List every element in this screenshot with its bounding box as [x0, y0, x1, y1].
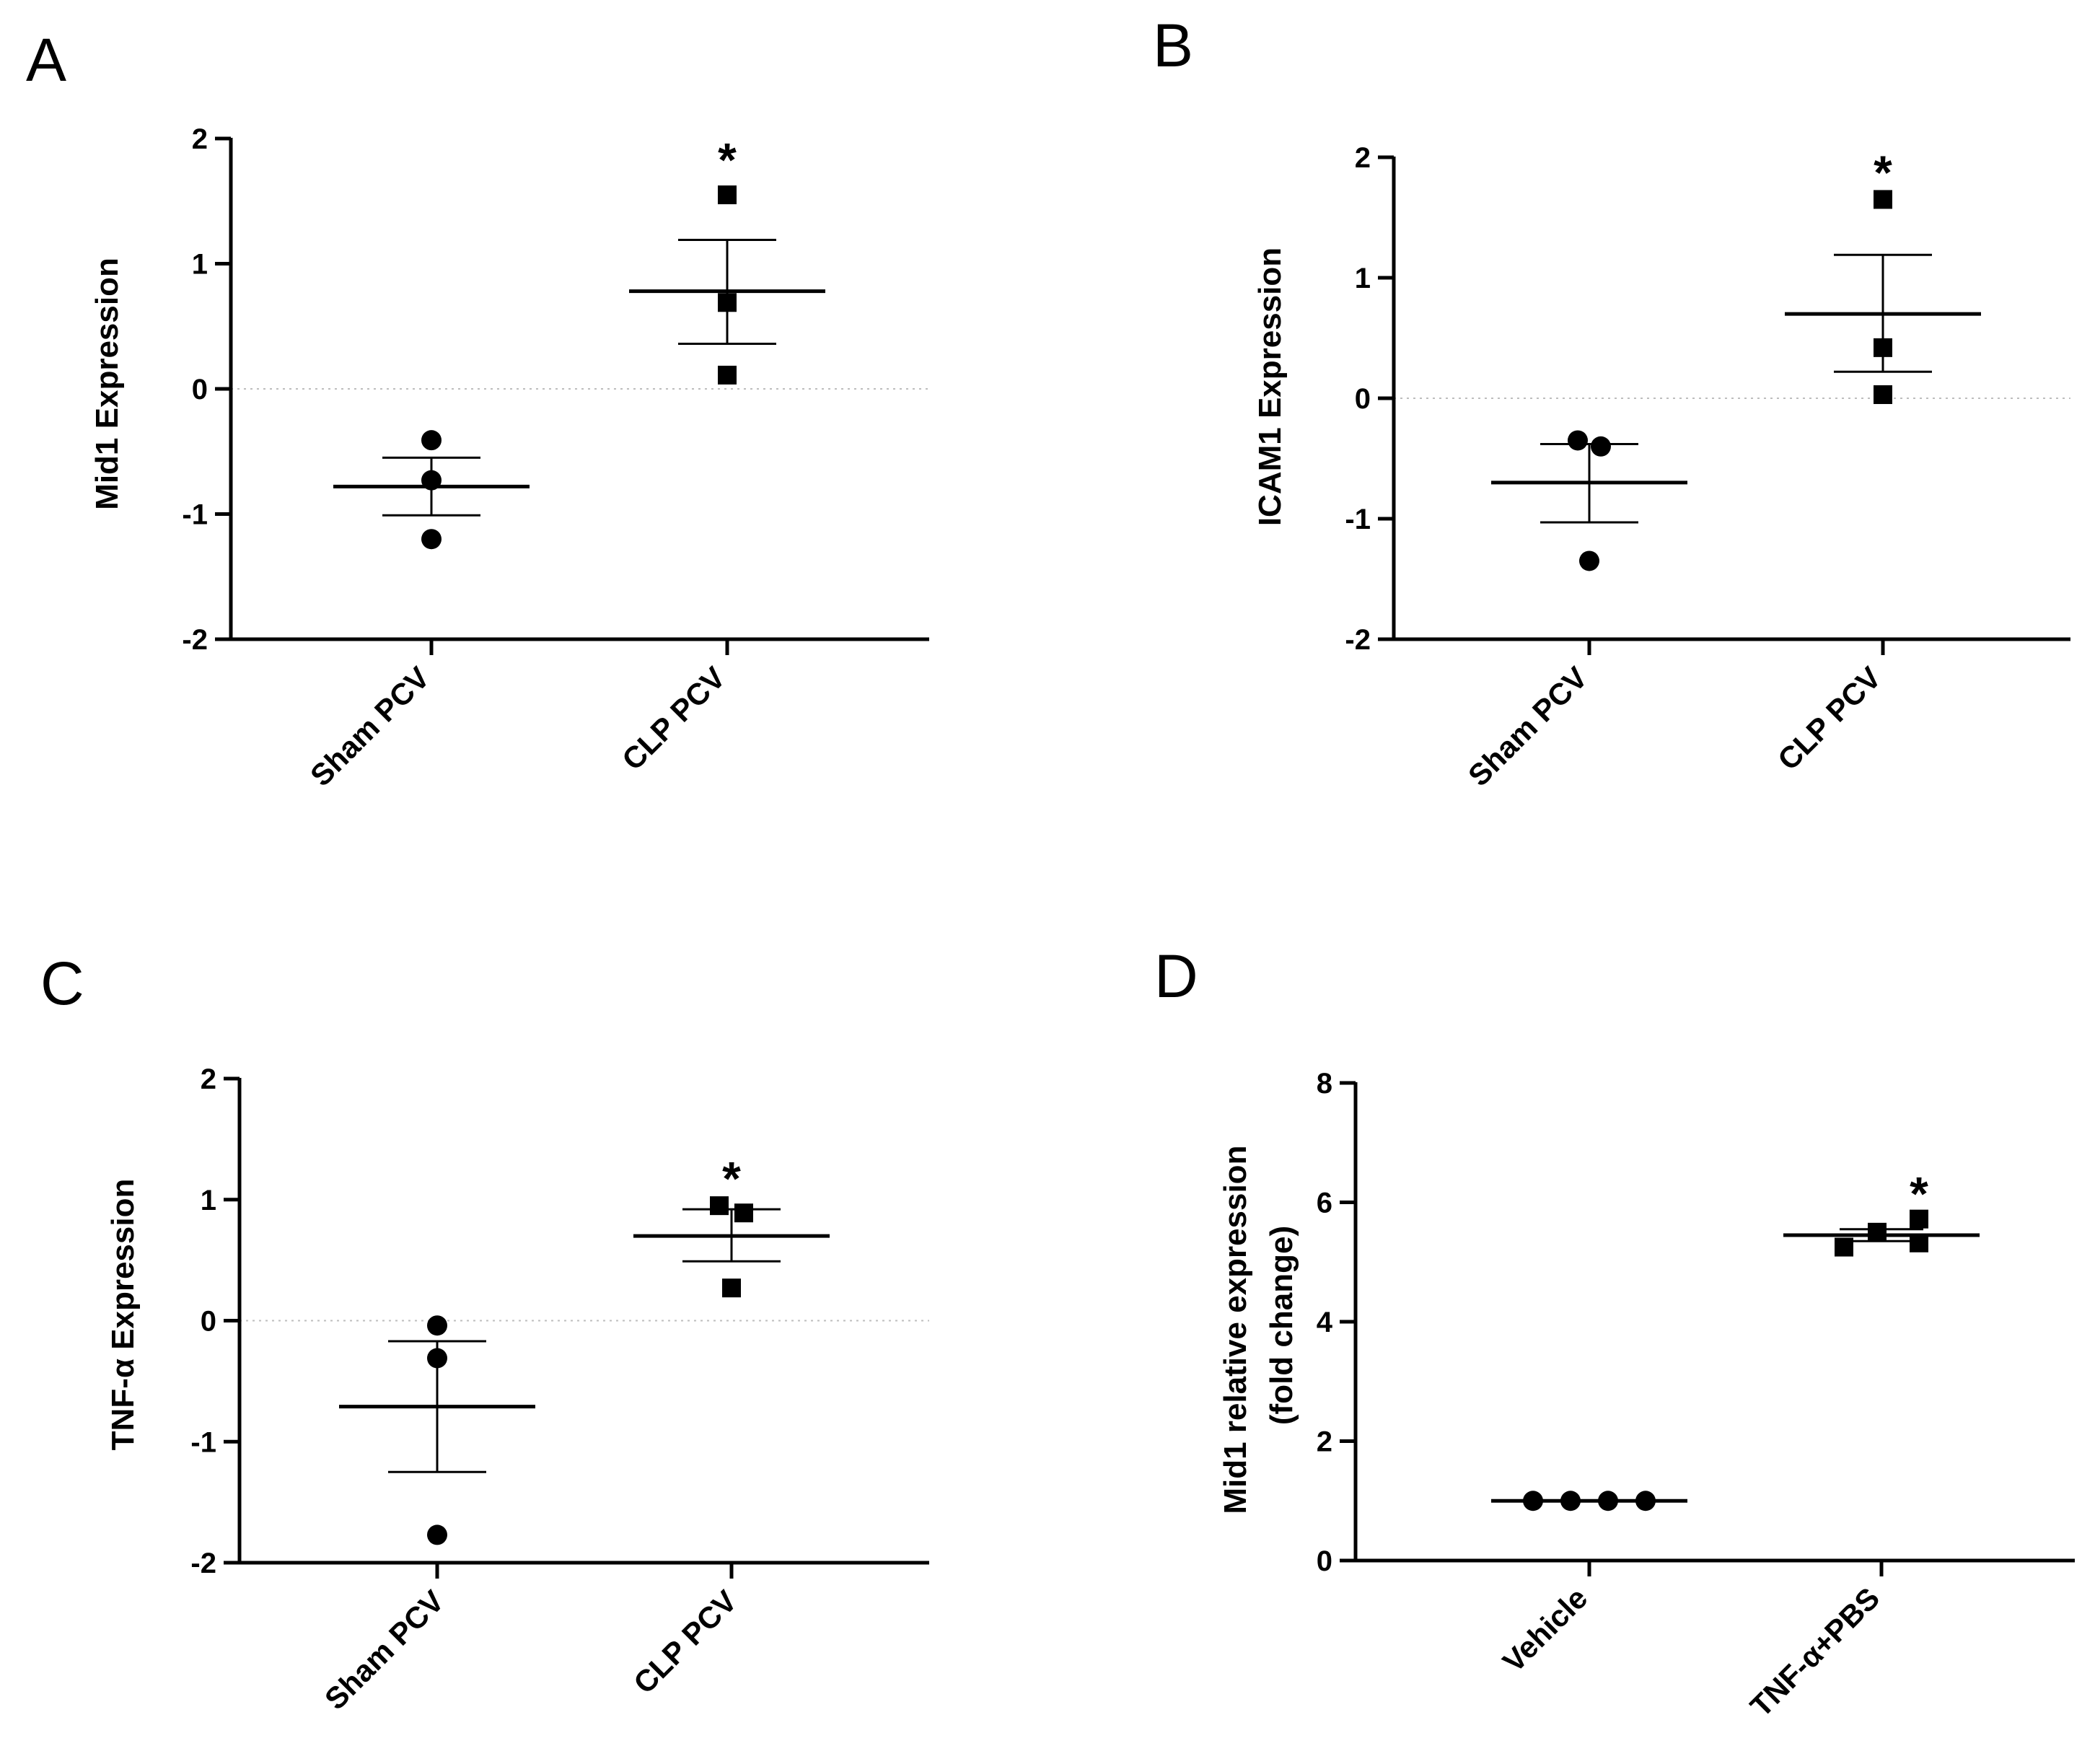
panel-b-group-2-data-point [1874, 190, 1892, 209]
panel-d-letter: D [1154, 942, 1198, 1010]
panel-b-significance-marker: * [1874, 146, 1892, 199]
panel-a-significance-marker: * [718, 133, 737, 187]
panel-d-y-tick-label: 8 [1317, 1068, 1332, 1100]
panel-b-y-tick-label: 1 [1355, 263, 1371, 294]
panel-c: C TNF-α Expression Sham PCV CLP PCV 2 1 0 -… [40, 949, 929, 1716]
panel-a-group-1-data-point [421, 529, 442, 550]
panel-c-y-tick-label: 1 [201, 1185, 216, 1216]
panel-d-significance-marker: * [1910, 1167, 1928, 1220]
panel-c-y-tick-label: 2 [201, 1063, 216, 1095]
panel-d-category-label-tnf: TNF-α+PBS [1744, 1581, 1887, 1724]
panel-c-group-2-data-point [722, 1278, 741, 1298]
panel-b-letter: B [1153, 12, 1193, 79]
panel-d-group-1-data-point [1523, 1491, 1543, 1511]
panel-d-y-axis-title-line-1: Mid1 relative expression [1218, 1146, 1253, 1514]
panel-c-group-1-data-point [427, 1315, 447, 1336]
panel-d-group-1-data-point [1598, 1491, 1618, 1511]
panel-a-y-tick-label: -2 [182, 624, 208, 656]
panel-b-y-tick-label: 0 [1355, 383, 1371, 415]
panel-d-group-2-data-point [1910, 1233, 1928, 1252]
panel-c-category-label-sham: Sham PCV [318, 1584, 450, 1716]
panel-d-group-1-data-point [1635, 1491, 1656, 1511]
panel-a: A Mid1 Expression Sham PCV CLP PCV 2 1 0 -1… [26, 26, 929, 793]
panel-b-group-2-data-point [1874, 338, 1892, 357]
panel-a-group-2-data-point [718, 365, 737, 385]
panel-c-y-axis-title: TNF-α Expression [105, 1179, 141, 1451]
panel-a-group-1-data-point [421, 430, 442, 451]
panel-d-y-tick-label: 0 [1317, 1545, 1332, 1577]
panel-b-group-2-data-point [1874, 385, 1892, 404]
panel-d-category-label-vehicle: Vehicle [1496, 1581, 1594, 1679]
panel-c-group-1-data-point [427, 1348, 447, 1369]
panel-a-y-tick-label: 1 [192, 249, 208, 281]
panel-b: B ICAM1 Expression Sham PCV CLP PCV 2 1 0 -… [1153, 12, 2070, 793]
panel-b-y-tick-label: 2 [1355, 142, 1371, 174]
panel-d: D Mid1 relative expression (fold change)… [1154, 942, 2075, 1724]
panel-c-y-tick-label: -1 [190, 1426, 216, 1458]
panel-a-group-1-data-point [421, 470, 442, 491]
panel-d-y-axis-title: Mid1 relative expression (fold change) [1218, 1136, 1299, 1514]
panel-c-letter: C [40, 949, 84, 1017]
panel-b-y-axis-title: ICAM1 Expression [1252, 247, 1288, 526]
panel-c-category-label-clp: CLP PCV [627, 1584, 743, 1700]
panel-d-y-axis-title-line-2: (fold change) [1264, 1226, 1299, 1425]
panel-b-category-label-clp: CLP PCV [1771, 660, 1887, 776]
panel-a-y-tick-label: -1 [182, 499, 208, 531]
panel-b-group-1-data-point [1579, 550, 1599, 571]
panel-a-y-tick-label: 2 [192, 123, 208, 155]
panel-c-y-tick-label: 0 [201, 1306, 216, 1338]
panel-a-group-2-data-point [718, 185, 737, 205]
panel-c-group-2-data-point [710, 1196, 729, 1216]
panel-c-y-tick-label: -2 [190, 1548, 216, 1579]
panel-b-y-tick-label: -1 [1345, 504, 1371, 535]
panel-a-category-label-sham: Sham PCV [304, 660, 436, 792]
panel-d-group-2-data-point [1910, 1209, 1928, 1229]
panel-c-group-2-data-point [734, 1203, 753, 1223]
panel-a-y-tick-label: 0 [192, 374, 208, 405]
panel-a-y-axis-title: Mid1 Expression [89, 258, 125, 510]
panel-d-group-2-data-point [1868, 1222, 1887, 1242]
panel-a-category-label-clp: CLP PCV [615, 660, 732, 776]
panel-c-group-1-data-point [427, 1524, 447, 1545]
panel-d-group-1-data-point [1560, 1491, 1581, 1511]
panel-c-significance-marker: * [722, 1151, 741, 1205]
panel-a-group-2-data-point [718, 293, 737, 312]
panel-d-y-tick-label: 4 [1317, 1307, 1333, 1338]
panel-b-category-label-sham: Sham PCV [1462, 660, 1594, 792]
panel-b-group-1-data-point [1591, 436, 1611, 457]
panel-a-letter: A [26, 26, 66, 94]
panel-b-group-1-data-point [1568, 430, 1588, 451]
panel-d-y-tick-label: 6 [1317, 1188, 1332, 1219]
panel-d-y-tick-label: 2 [1317, 1426, 1332, 1458]
panel-d-group-2-data-point [1835, 1237, 1853, 1257]
panel-b-y-tick-label: -2 [1345, 624, 1371, 656]
